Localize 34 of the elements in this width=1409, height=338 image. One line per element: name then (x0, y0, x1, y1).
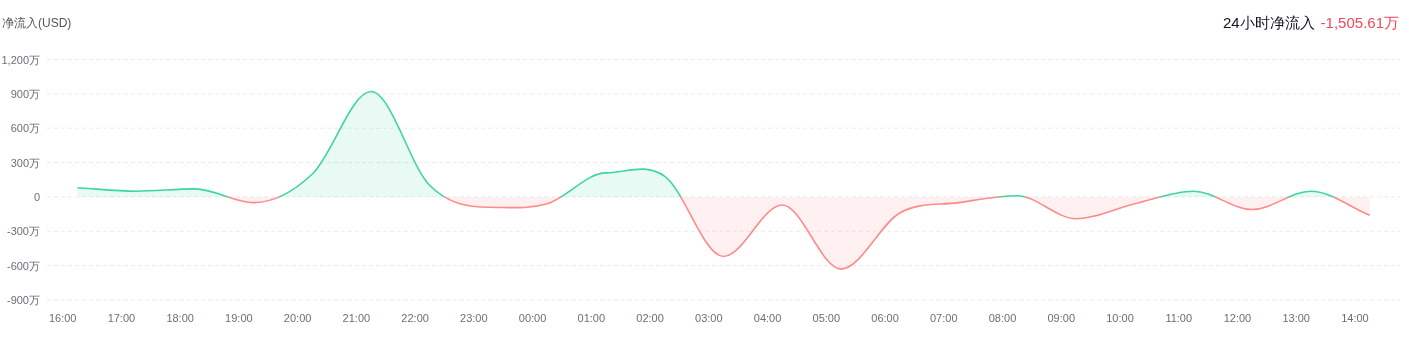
x-tick-label: 18:00 (166, 312, 194, 324)
y-tick-label: 0 (33, 190, 40, 203)
x-tick-label: 19:00 (225, 312, 253, 324)
x-tick-label: 12:00 (1223, 312, 1252, 324)
x-tick-label: 06:00 (871, 312, 899, 324)
x-tick-label: 21:00 (342, 312, 371, 324)
x-tick-label: 02:00 (636, 312, 664, 324)
y-tick-label: -300万 (6, 225, 40, 238)
x-tick-label: 20:00 (283, 312, 312, 324)
x-tick-label: 10:00 (1106, 312, 1134, 324)
x-tick-label: 07:00 (930, 312, 958, 324)
y-tick-label: -900万 (6, 294, 40, 306)
y-axis-title: 净流入(USD) (2, 16, 72, 30)
x-tick-label: 08:00 (988, 312, 1017, 324)
x-tick-label: 16:00 (48, 312, 77, 324)
x-tick-label: 14:00 (1341, 312, 1369, 324)
x-tick-label: 04:00 (753, 312, 782, 324)
x-tick-label: 00:00 (518, 312, 547, 324)
x-tick-label: 03:00 (695, 312, 723, 324)
y-tick-label: 900万 (10, 87, 40, 100)
x-tick-label: 05:00 (812, 312, 841, 324)
y-tick-label: -600万 (6, 259, 40, 272)
chart-subtitle: -1,505.61万 (1320, 14, 1399, 31)
y-tick-label: 300万 (10, 156, 40, 169)
x-tick-label: 01:00 (577, 312, 606, 324)
y-tick-label: 1,200万 (1, 53, 40, 66)
x-tick-label: 11:00 (1165, 312, 1193, 324)
x-tick-label: 13:00 (1282, 312, 1310, 324)
y-tick-label: 600万 (10, 122, 40, 135)
x-tick-label: 22:00 (401, 312, 429, 324)
x-tick-label: 09:00 (1047, 312, 1076, 324)
x-tick-label: 17:00 (107, 312, 136, 324)
chart-title: 24小时净流入 (1222, 14, 1315, 31)
x-tick-label: 23:00 (460, 312, 488, 324)
